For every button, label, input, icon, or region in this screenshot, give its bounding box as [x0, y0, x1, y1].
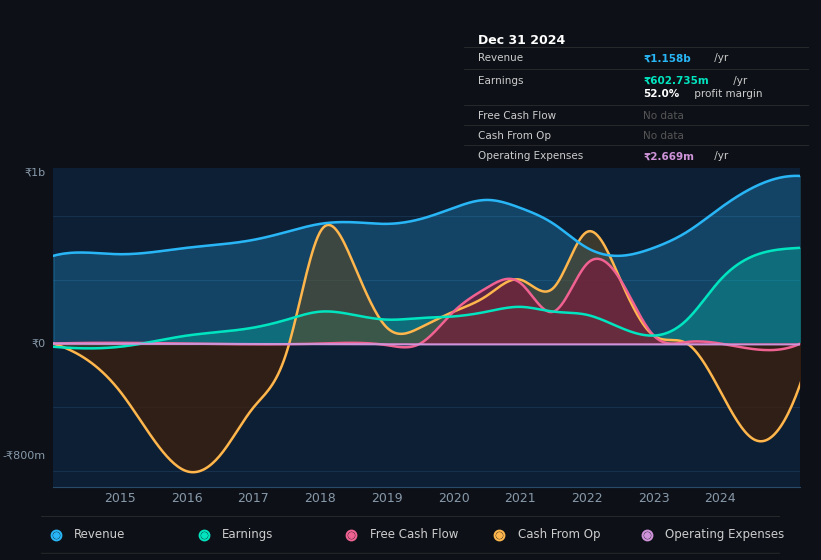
Text: Revenue: Revenue [75, 528, 126, 542]
Text: profit margin: profit margin [691, 88, 763, 99]
Text: Dec 31 2024: Dec 31 2024 [478, 34, 565, 48]
Text: Earnings: Earnings [222, 528, 273, 542]
Text: No data: No data [643, 131, 684, 141]
Text: Cash From Op: Cash From Op [518, 528, 600, 542]
Text: ₹602.735m: ₹602.735m [643, 76, 709, 86]
Text: ₹0: ₹0 [32, 339, 46, 348]
Text: -₹800m: -₹800m [2, 450, 46, 460]
Text: Cash From Op: Cash From Op [478, 131, 551, 141]
Text: 52.0%: 52.0% [643, 88, 680, 99]
Text: /yr: /yr [711, 53, 728, 63]
Text: Free Cash Flow: Free Cash Flow [370, 528, 458, 542]
Text: ₹1b: ₹1b [25, 168, 46, 178]
Text: Operating Expenses: Operating Expenses [478, 151, 583, 161]
Text: /yr: /yr [711, 151, 728, 161]
Text: Operating Expenses: Operating Expenses [666, 528, 785, 542]
Text: Revenue: Revenue [478, 53, 523, 63]
Text: No data: No data [643, 111, 684, 121]
Text: ₹1.158b: ₹1.158b [643, 53, 691, 63]
Text: /yr: /yr [730, 76, 747, 86]
Text: Earnings: Earnings [478, 76, 523, 86]
Text: ₹2.669m: ₹2.669m [643, 151, 695, 161]
Text: Free Cash Flow: Free Cash Flow [478, 111, 556, 121]
